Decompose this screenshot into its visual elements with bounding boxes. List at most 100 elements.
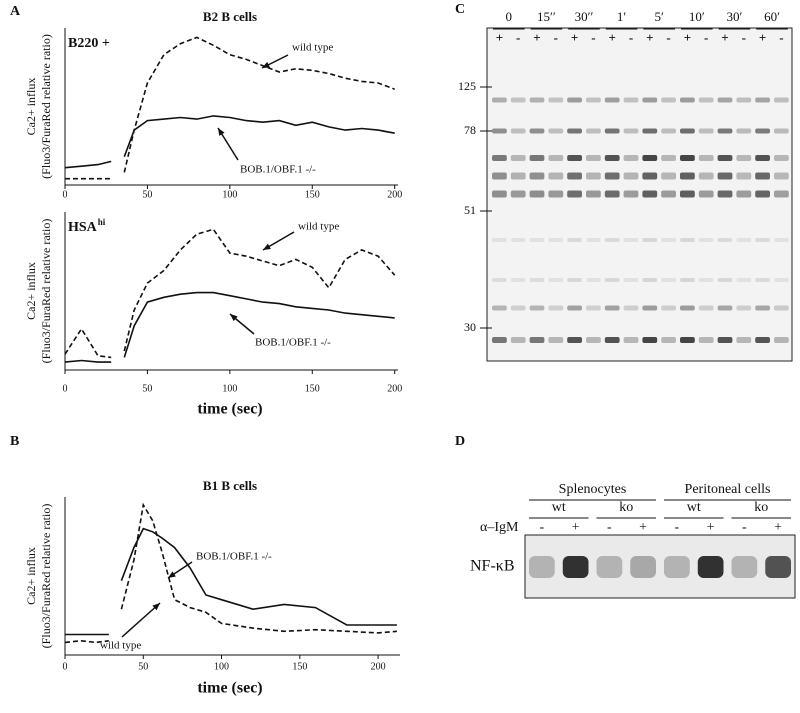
- blot-band: [755, 238, 770, 242]
- treatment-label: +: [774, 520, 782, 535]
- blot-band: [736, 337, 752, 343]
- blot-band: [567, 238, 582, 242]
- blot-band: [698, 97, 714, 103]
- blot-band: [529, 190, 545, 198]
- timepoint-label: 0: [506, 9, 513, 24]
- blot-band: [698, 337, 714, 343]
- blot-band: [661, 172, 676, 180]
- arrow-head: [152, 603, 160, 611]
- blot-band: [604, 238, 620, 242]
- treatment-label: -: [704, 30, 708, 45]
- series-annotation: wild type: [100, 640, 141, 652]
- blot-band: [717, 172, 733, 180]
- blot-band: [510, 190, 526, 198]
- blot-band: [529, 128, 545, 134]
- y-label: Ca2+ influx: [24, 262, 38, 320]
- blot-band: [755, 128, 770, 134]
- subgroup-label: wt: [687, 500, 701, 515]
- blot-band: [642, 305, 658, 311]
- x-tick-label: 50: [142, 383, 152, 394]
- x-label: time (sec): [197, 401, 262, 418]
- blot-band: [548, 128, 564, 134]
- timepoint-label: 30′′: [575, 9, 594, 24]
- blot-band: [661, 278, 676, 282]
- series-annotation: wild type: [292, 42, 333, 54]
- x-tick-label: 150: [305, 383, 320, 394]
- blot-band: [755, 190, 770, 198]
- blot-band: [680, 128, 695, 134]
- blot-band: [623, 238, 639, 242]
- series-line: [65, 36, 395, 180]
- x-tick-label: 0: [63, 383, 68, 394]
- blot-band: [596, 556, 623, 578]
- blot-band: [774, 305, 789, 311]
- marker-label: HSA: [68, 220, 98, 235]
- blot-band: [548, 305, 564, 311]
- blot-band: [698, 155, 714, 161]
- blot-band: [717, 128, 733, 134]
- blot-band: [680, 172, 695, 180]
- timepoint-label: 5′: [655, 9, 665, 24]
- blot-band: [698, 128, 714, 134]
- blot-band: [567, 155, 582, 161]
- treatment-label: -: [742, 30, 746, 45]
- arrow-head: [218, 128, 225, 136]
- group-label: Splenocytes: [559, 482, 627, 497]
- blot-band: [774, 128, 789, 134]
- blot-band: [731, 556, 758, 578]
- y-label: (Fluo3/FuraRed relative ratio): [39, 34, 53, 179]
- treatment-label: +: [759, 30, 766, 45]
- panel-label: A: [10, 4, 21, 19]
- x-tick-label: 150: [305, 189, 320, 200]
- blot-band: [548, 337, 564, 343]
- series-line: [65, 527, 397, 636]
- treatment-label: +: [608, 30, 615, 45]
- arrow-head: [168, 571, 176, 578]
- blot-band: [529, 337, 545, 343]
- blot-band: [623, 155, 639, 161]
- group-label: Peritoneal cells: [685, 482, 771, 497]
- blot-band: [529, 556, 555, 578]
- blot-band: [774, 238, 789, 242]
- blot-band: [642, 155, 658, 161]
- blot-band: [642, 238, 658, 242]
- treatment-label: +: [572, 520, 580, 535]
- arrow-head: [262, 61, 270, 68]
- x-tick-label: 100: [222, 383, 237, 394]
- x-tick-label: 0: [63, 189, 68, 200]
- blot-band: [548, 238, 564, 242]
- blot-band: [492, 190, 507, 198]
- treatment-label: +: [646, 30, 653, 45]
- panel-label: D: [455, 434, 465, 449]
- blot-band: [661, 128, 676, 134]
- blot-band: [492, 172, 507, 180]
- blot-band: [755, 172, 770, 180]
- treatment-label: -: [675, 520, 680, 535]
- blot-band: [492, 238, 507, 242]
- blot-band: [736, 128, 752, 134]
- blot-band: [717, 337, 733, 343]
- blot-band: [604, 190, 620, 198]
- blot-band: [774, 155, 789, 161]
- blot-band: [623, 172, 639, 180]
- blot-band: [623, 97, 639, 103]
- series-annotation: BOB.1/OBF.1 -/-: [196, 551, 272, 563]
- blot-band: [529, 155, 545, 161]
- blot-band: [736, 190, 752, 198]
- blot-band: [664, 556, 690, 578]
- timepoint-label: 10′: [689, 9, 705, 24]
- blot-band: [774, 97, 789, 103]
- chart-title: B2 B cells: [203, 9, 257, 24]
- blot-band: [630, 556, 656, 578]
- blot-band: [529, 278, 545, 282]
- blot-band: [736, 97, 752, 103]
- blot-band: [717, 305, 733, 311]
- blot-band: [623, 278, 639, 282]
- blot-band: [529, 97, 545, 103]
- x-tick-label: 50: [142, 189, 152, 200]
- blot-band: [510, 128, 526, 134]
- blot-band: [492, 155, 507, 161]
- blot-band: [529, 305, 545, 311]
- treatment-name: α–IgM: [480, 520, 519, 535]
